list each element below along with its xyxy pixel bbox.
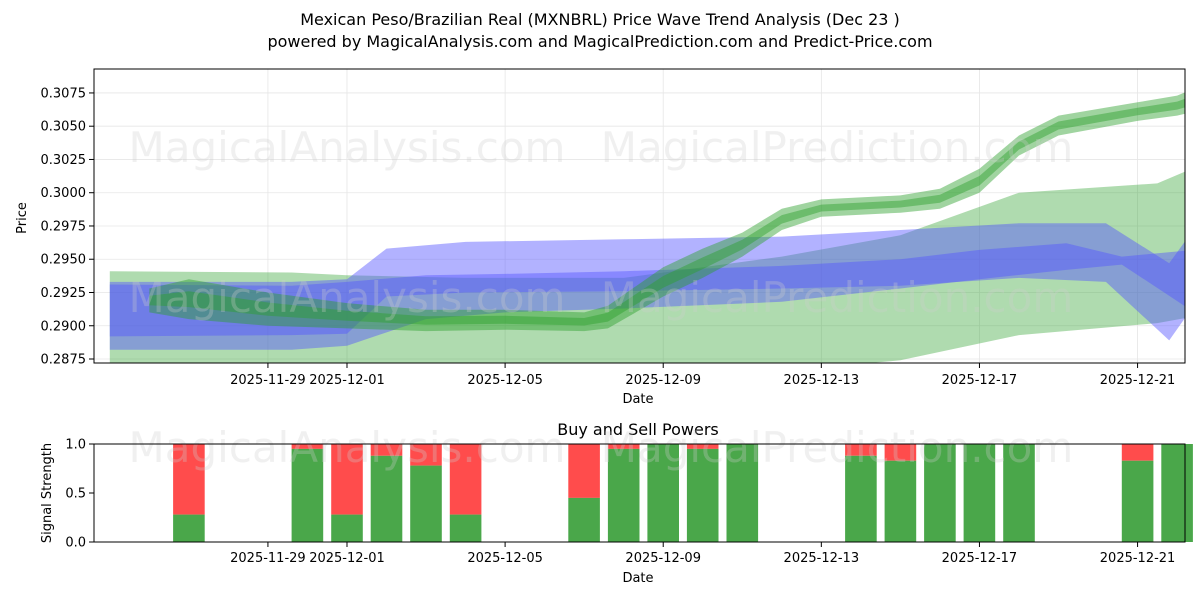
chart-title: Mexican Peso/Brazilian Real (MXNBRL) Pri… [300,10,900,29]
signal-y-tick-label: 0.0 [65,536,86,551]
sell-power-bar [1121,444,1154,461]
price-y-tick-label: 0.3075 [41,86,87,101]
price-x-tick-label: 2025-12-09 [625,373,701,388]
buy-power-bar [726,444,759,542]
sell-power-bar [686,444,719,449]
buy-power-bar [607,448,640,542]
signal-y-tick-label: 1.0 [65,438,86,453]
signal-x-tick-label: 2025-12-05 [467,551,543,566]
signal-x-tick-label: 2025-12-01 [309,551,385,566]
buy-power-bar [173,514,205,542]
buy-power-bar [291,448,324,542]
watermark-left-mid: MagicalAnalysis.com [129,273,566,322]
sell-power-bar [568,444,600,498]
blue-high-band [109,223,1185,341]
buy-power-bar [410,465,442,542]
green-trend-core [149,98,1185,326]
buy-power-bar [686,448,719,542]
sell-power-bar [331,444,363,515]
price-y-tick-label: 0.3050 [41,120,87,135]
price-y-tick-label: 0.2900 [41,319,87,334]
sell-power-bar [173,444,205,515]
chart-subtitle: powered by MagicalAnalysis.com and Magic… [267,32,932,51]
price-y-tick-label: 0.2975 [41,219,87,234]
sell-power-bar [370,444,403,456]
green-trend-band [149,92,1185,332]
buy-power-bar [331,514,363,542]
buy-power-bar [370,455,403,542]
price-x-tick-label: 2025-11-29 [230,373,306,388]
watermark-left-bottom: MagicalAnalysis.com [129,423,566,472]
sell-power-bar [884,444,917,461]
signal-x-tick-label: 2025-12-21 [1100,551,1176,566]
signal-x-axis-label: Date [622,571,653,586]
price-y-axis-label: Price [15,202,30,234]
signal-y-axis-label: Signal Strength [40,443,55,543]
price-x-axis-label: Date [622,392,653,407]
signal-x-tick-label: 2025-12-13 [784,551,860,566]
buy-power-bar [647,444,679,542]
price-x-tick-label: 2025-12-01 [309,373,385,388]
blue-low-band [109,243,1185,350]
signal-y-tick-label: 0.5 [65,487,86,502]
price-plot-area [94,69,1185,363]
price-x-tick-label: 2025-12-13 [784,373,860,388]
buy-power-bar [568,497,600,542]
price-panel: MagicalAnalysis.com MagicalPrediction.co… [15,68,1186,407]
price-plot-frame [93,68,1186,364]
sell-power-bar [607,444,640,449]
price-y-tick-label: 0.2950 [41,253,87,268]
price-y-tick-label: 0.2875 [41,353,87,368]
watermark-right-top: MagicalPrediction.com [601,123,1074,172]
signal-x-tick-label: 2025-12-17 [942,551,1018,566]
signal-x-tick-label: 2025-12-09 [625,551,701,566]
buy-power-bar [884,460,917,542]
buy-power-bar [924,444,956,542]
buy-power-bar [449,514,482,542]
buy-power-bar [845,455,877,542]
buy-power-bar [1161,444,1193,542]
price-y-tick-label: 0.2925 [41,286,87,301]
sell-power-bar [291,444,324,449]
sell-power-bar [449,444,482,515]
price-y-tick-label: 0.3025 [41,153,87,168]
signal-panel: Buy and Sell Powers MagicalAnalysis.com … [40,420,1193,586]
sell-power-bar [845,444,877,456]
green-long-band [109,171,1185,363]
buy-power-bar [963,444,996,542]
signal-x-tick-label: 2025-11-29 [230,551,306,566]
price-y-tick-label: 0.3000 [41,186,87,201]
price-x-tick-label: 2025-12-21 [1100,373,1176,388]
price-x-tick-label: 2025-12-17 [942,373,1018,388]
buy-power-bar [1121,460,1154,542]
buy-power-bar [1003,444,1035,542]
watermark-left-top: MagicalAnalysis.com [129,123,566,172]
signal-panel-title: Buy and Sell Powers [557,420,719,439]
watermark-right-bottom: MagicalPrediction.com [601,423,1074,472]
sell-power-bar [410,444,442,466]
price-x-tick-label: 2025-12-05 [467,373,543,388]
watermark-right-mid: MagicalPrediction.com [601,273,1074,322]
